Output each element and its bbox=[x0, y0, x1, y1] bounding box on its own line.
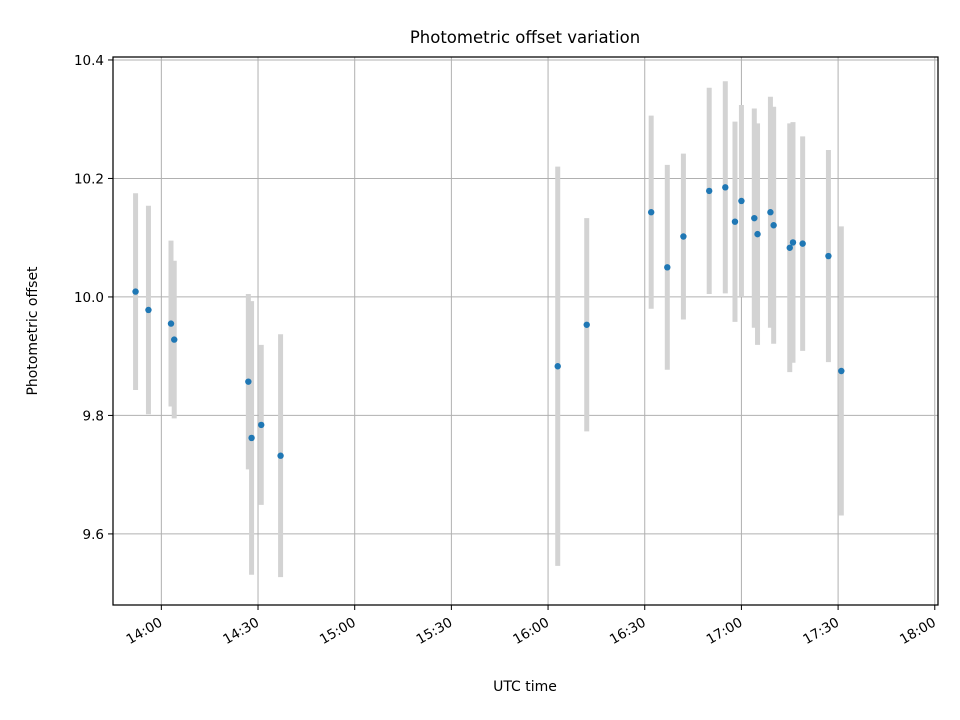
y-tick-label: 9.6 bbox=[83, 527, 104, 543]
data-point bbox=[754, 230, 761, 238]
data-point bbox=[583, 321, 590, 328]
data-point bbox=[167, 320, 175, 327]
data-point bbox=[767, 209, 774, 216]
data-point bbox=[132, 288, 139, 295]
data-point bbox=[838, 367, 845, 375]
chart-title: Photometric offset variation bbox=[410, 28, 640, 47]
data-points bbox=[132, 184, 845, 459]
data-point bbox=[786, 244, 793, 251]
data-point bbox=[647, 209, 655, 216]
data-point bbox=[554, 363, 561, 370]
data-point bbox=[789, 239, 797, 246]
plot-frame bbox=[112, 56, 939, 606]
data-point bbox=[245, 378, 252, 385]
data-point bbox=[277, 452, 284, 459]
data-point bbox=[171, 336, 178, 343]
y-tick-label: 9.8 bbox=[83, 408, 104, 424]
y-tick-label: 10.2 bbox=[74, 171, 104, 187]
x-axis-label: UTC time bbox=[493, 679, 557, 695]
data-point bbox=[705, 187, 713, 195]
plot-area bbox=[113, 57, 938, 605]
gridlines bbox=[113, 57, 938, 605]
data-point bbox=[664, 264, 671, 271]
data-point bbox=[751, 214, 758, 222]
data-point bbox=[731, 218, 739, 225]
y-axis-ticks: 9.6 9.8 10.0 10.2 10.4 bbox=[74, 53, 113, 543]
data-point bbox=[258, 421, 265, 429]
data-point bbox=[738, 197, 745, 205]
data-point bbox=[248, 434, 255, 442]
data-point bbox=[770, 222, 777, 229]
data-point bbox=[722, 184, 729, 191]
data-point bbox=[825, 252, 832, 260]
y-tick-label: 10.0 bbox=[74, 290, 104, 306]
y-tick-label: 10.4 bbox=[74, 53, 104, 69]
data-point bbox=[680, 233, 687, 240]
data-point bbox=[145, 306, 152, 314]
y-axis-label: Photometric offset bbox=[25, 266, 41, 396]
data-point bbox=[799, 240, 806, 247]
